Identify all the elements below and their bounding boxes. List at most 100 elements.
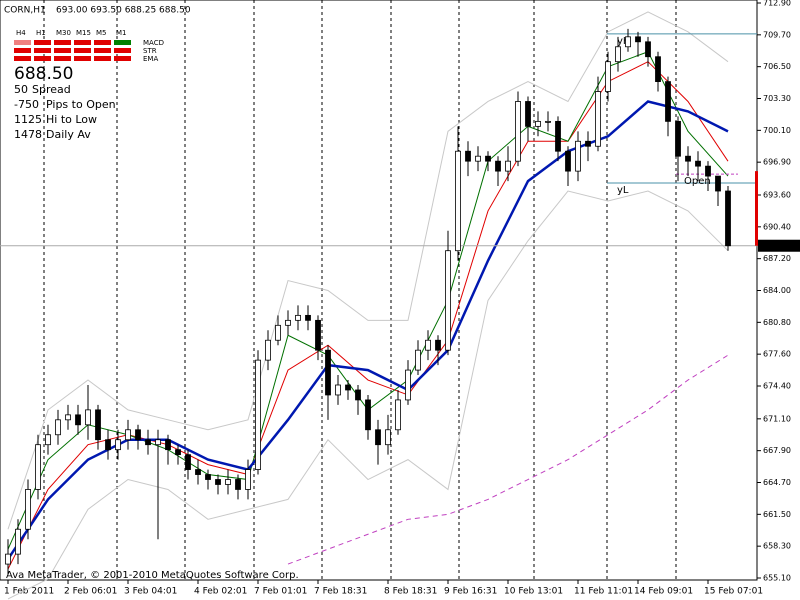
y-tick-label: 696.90 xyxy=(763,158,791,167)
candle-body xyxy=(135,429,141,441)
candle-body xyxy=(15,528,21,555)
indicator-label: STR xyxy=(143,47,157,55)
candle-body xyxy=(495,160,501,172)
candle-body xyxy=(235,479,241,490)
level-label: yL xyxy=(617,185,629,196)
signal-cell xyxy=(94,40,111,45)
level-label: yH xyxy=(617,36,630,47)
candle-body xyxy=(195,469,201,475)
candle-body xyxy=(585,140,591,147)
timeframe-label: M15 xyxy=(76,29,91,37)
candle-body xyxy=(635,36,641,43)
candle-body xyxy=(25,489,31,530)
signal-cell xyxy=(14,40,31,45)
signal-cell xyxy=(74,56,91,61)
candle-body xyxy=(145,439,151,446)
candle-body xyxy=(225,479,231,485)
candle-body xyxy=(165,439,171,451)
candle-body xyxy=(345,384,351,391)
candle-body xyxy=(685,155,691,162)
stat-label: Spread xyxy=(32,83,71,96)
signal-cell xyxy=(94,48,111,53)
candle-body xyxy=(115,439,121,451)
signal-cell xyxy=(74,40,91,45)
footer: Ava MetaTrader, © 2001-2010 MetaQuotes S… xyxy=(6,570,299,581)
y-tick-label: 658.30 xyxy=(763,542,791,551)
candle-body xyxy=(5,553,11,565)
candle-body xyxy=(35,444,41,490)
candle-body xyxy=(325,349,331,396)
candle-body xyxy=(155,439,161,446)
candle-body xyxy=(265,339,271,361)
candle-body xyxy=(455,150,461,252)
signal-cell xyxy=(34,40,51,45)
y-tick-label: 674.40 xyxy=(763,382,791,391)
x-tick-label: 11 Feb 11:01 xyxy=(574,587,633,597)
timeframe-label: M5 xyxy=(96,29,107,37)
candle-body xyxy=(665,81,671,122)
y-tick-label: 671.10 xyxy=(763,414,791,423)
stat-label: Pips to Open xyxy=(46,98,116,111)
candle-body xyxy=(305,314,311,321)
symbol: CORN,H1 xyxy=(4,6,46,16)
y-tick-label: 655.10 xyxy=(763,574,791,583)
candle-body xyxy=(605,61,611,92)
candle-body xyxy=(545,120,551,123)
candle-body xyxy=(435,339,441,351)
candle-body xyxy=(295,314,301,321)
candle-body xyxy=(245,469,251,490)
candle-body xyxy=(615,46,621,63)
candle-body xyxy=(105,439,111,451)
signal-cell xyxy=(14,56,31,61)
candle-body xyxy=(535,120,541,127)
candle-body xyxy=(645,41,651,58)
candle-body xyxy=(625,36,631,48)
y-tick-label: 684.00 xyxy=(763,286,791,295)
last-price-label: 688.50 xyxy=(762,241,790,250)
timeframe-label: H4 xyxy=(16,29,26,37)
candle-body xyxy=(575,140,581,172)
x-tick-label: 2 Feb 06:01 xyxy=(64,587,117,597)
candle-body xyxy=(475,155,481,162)
timeframe-label: M1 xyxy=(116,29,127,37)
candle-body xyxy=(655,56,661,82)
signal-cell xyxy=(14,48,31,53)
candle-body xyxy=(285,319,291,326)
indicator-line xyxy=(7,190,729,600)
candle-body xyxy=(725,190,731,247)
candle-body xyxy=(675,120,681,157)
y-tick-label: 703.30 xyxy=(763,94,791,103)
signal-cell xyxy=(54,40,71,45)
signal-cell xyxy=(34,48,51,53)
timeframe-label: M30 xyxy=(56,29,71,37)
candle-body xyxy=(445,250,451,351)
candle-body xyxy=(85,409,91,426)
candle-body xyxy=(555,120,561,152)
indicator-line xyxy=(7,11,729,530)
candle-body xyxy=(695,160,701,167)
stat-value: -750 xyxy=(14,98,39,111)
level-label: Open xyxy=(684,176,711,187)
candle-body xyxy=(125,429,131,441)
candle-body xyxy=(505,160,511,172)
x-tick-label: 15 Feb 07:01 xyxy=(704,587,763,597)
candle-body xyxy=(395,399,401,431)
y-tick-label: 680.80 xyxy=(763,318,791,327)
x-tick-label: 10 Feb 13:01 xyxy=(504,587,563,597)
x-tick-label: 3 Feb 04:01 xyxy=(124,587,177,597)
day-bar xyxy=(755,171,758,246)
y-tick-label: 706.50 xyxy=(763,62,791,71)
y-tick-label: 700.10 xyxy=(763,126,791,135)
y-tick-label: 712.90 xyxy=(763,0,791,8)
signal-cell xyxy=(114,40,131,45)
candle-body xyxy=(705,165,711,177)
signal-grid xyxy=(14,40,131,61)
candle-body xyxy=(485,155,491,162)
candle-body xyxy=(405,369,411,401)
x-tick-label: 7 Feb 01:01 xyxy=(254,587,307,597)
x-tick-label: 7 Feb 18:31 xyxy=(314,587,367,597)
candle-body xyxy=(715,175,721,192)
candle-body xyxy=(525,101,531,127)
